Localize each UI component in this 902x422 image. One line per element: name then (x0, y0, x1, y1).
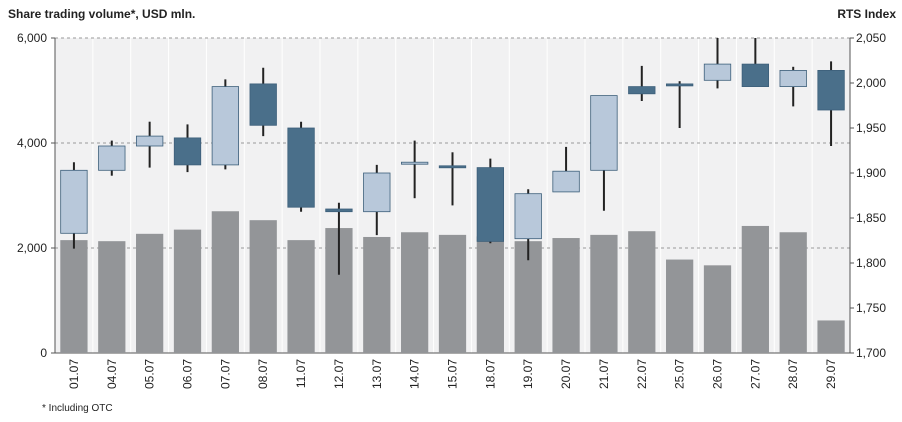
x-tick-label: 11.07 (294, 359, 308, 388)
x-tick-label: 19.07 (521, 359, 535, 389)
chart-title: Share trading volume*, USD mln. (8, 7, 195, 21)
x-tick-label: 22.07 (635, 359, 649, 389)
bar (438, 234, 467, 353)
bar (741, 225, 769, 353)
candle-body (665, 83, 694, 87)
bar (98, 241, 126, 353)
candle-body (325, 208, 353, 213)
y2-tick-label: 2,050 (856, 31, 886, 45)
candle-body (211, 86, 240, 166)
bar (363, 236, 391, 353)
y2-tick-label: 1,900 (856, 166, 886, 180)
candle-body (628, 86, 656, 95)
bar (779, 232, 807, 353)
candle-body (703, 63, 732, 81)
bar (211, 211, 239, 353)
bar (703, 265, 732, 353)
x-tick-label: 29.07 (824, 359, 838, 389)
candle-body (817, 70, 845, 111)
candle-body (552, 170, 580, 193)
candle-body (363, 172, 391, 213)
y-tick-label: 6,000 (17, 31, 47, 45)
x-tick-label: 13.07 (370, 359, 384, 389)
candle-body (98, 145, 126, 171)
bar (60, 240, 88, 353)
candle-body (779, 70, 807, 88)
bar (666, 259, 694, 353)
bar (136, 233, 164, 353)
y2-tick-label: 1,750 (856, 301, 886, 315)
x-tick-label: 07.07 (218, 359, 232, 389)
bar (476, 236, 504, 353)
x-tick-label: 18.07 (483, 359, 497, 389)
candle-body (400, 161, 429, 165)
bar (401, 232, 429, 353)
footnote: * Including OTC (42, 403, 113, 414)
bar (249, 220, 277, 353)
x-tick-label: 21.07 (597, 359, 611, 389)
bar (590, 234, 618, 353)
x-tick-label: 28.07 (786, 359, 800, 389)
x-tick-label: 20.07 (559, 359, 573, 389)
x-tick-label: 26.07 (711, 359, 725, 389)
bar (173, 229, 202, 353)
candle-body (741, 63, 770, 87)
y2-tick-label: 1,850 (856, 211, 886, 225)
x-tick-label: 14.07 (408, 359, 422, 389)
x-tick-label: 27.07 (748, 359, 762, 389)
candle-body (60, 169, 88, 234)
candle-body (173, 137, 202, 166)
y2-tick-label: 1,700 (856, 346, 886, 360)
x-tick-label: 01.07 (67, 359, 81, 389)
x-tick-label: 15.07 (446, 359, 460, 389)
x-tick-label: 04.07 (105, 359, 119, 389)
candle-body (514, 193, 542, 240)
y2-tick-label: 1,950 (856, 121, 886, 135)
candle-body (438, 165, 467, 169)
y-tick-label: 4,000 (17, 136, 47, 150)
y2-tick-label: 1,800 (856, 256, 886, 270)
bar (287, 240, 315, 353)
candle-body (287, 127, 315, 208)
x-tick-label: 25.07 (673, 359, 687, 389)
candle-body (135, 135, 164, 147)
x-tick-label: 08.07 (256, 359, 270, 389)
y-tick-label: 2,000 (17, 241, 47, 255)
y-tick-label: 0 (40, 346, 47, 360)
bar (628, 231, 656, 353)
candle-body (249, 83, 277, 126)
candle-body (476, 167, 505, 242)
x-tick-label: 06.07 (181, 359, 195, 389)
candle-body (590, 95, 618, 171)
bar (817, 320, 845, 353)
x-tick-label: 05.07 (143, 359, 157, 389)
x-tick-label: 12.07 (332, 359, 346, 389)
y2-title: RTS Index (837, 7, 896, 21)
y2-tick-label: 2,000 (856, 76, 886, 90)
bar (552, 238, 580, 353)
